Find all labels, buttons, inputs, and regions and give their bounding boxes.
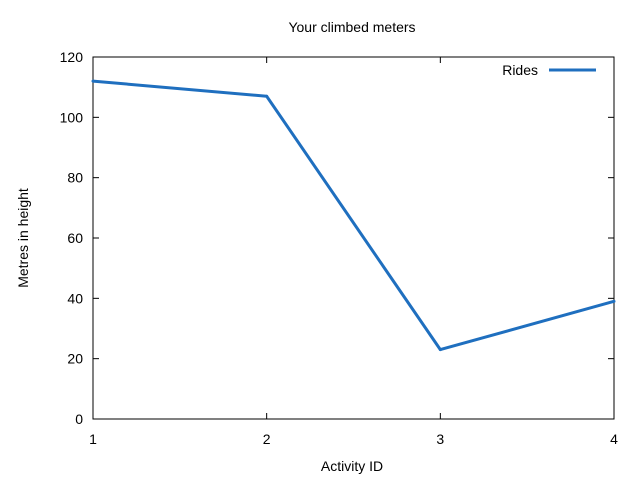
data-point [265,94,269,98]
x-tick-label: 4 [610,431,618,447]
data-point [91,79,95,83]
plot-frame [92,56,615,420]
legend-label-rides: Rides [502,62,538,78]
chart-title: Your climbed meters [288,19,415,35]
y-tick-label: 20 [67,351,83,367]
series-layer [91,79,616,352]
data-point [438,348,442,352]
y-tick-label: 60 [67,230,83,246]
y-tick-label: 100 [60,109,84,125]
data-point [612,299,616,303]
y-axis-title: Metres in height [15,188,31,288]
series-line-rides [92,79,615,352]
x-tick-label: 3 [436,431,444,447]
x-axis-title: Activity ID [321,458,383,474]
y-tick-label: 120 [60,49,84,65]
x-tick-label: 2 [263,431,271,447]
y-tick-label: 80 [67,170,83,186]
y-tick-label: 40 [67,290,83,306]
y-tick-label: 0 [75,411,83,427]
y-axis: 0 20 40 60 80 100 120 [60,49,614,427]
x-tick-label: 1 [89,431,97,447]
x-axis: 1 2 3 4 [89,57,618,447]
legend: Rides [502,62,596,78]
